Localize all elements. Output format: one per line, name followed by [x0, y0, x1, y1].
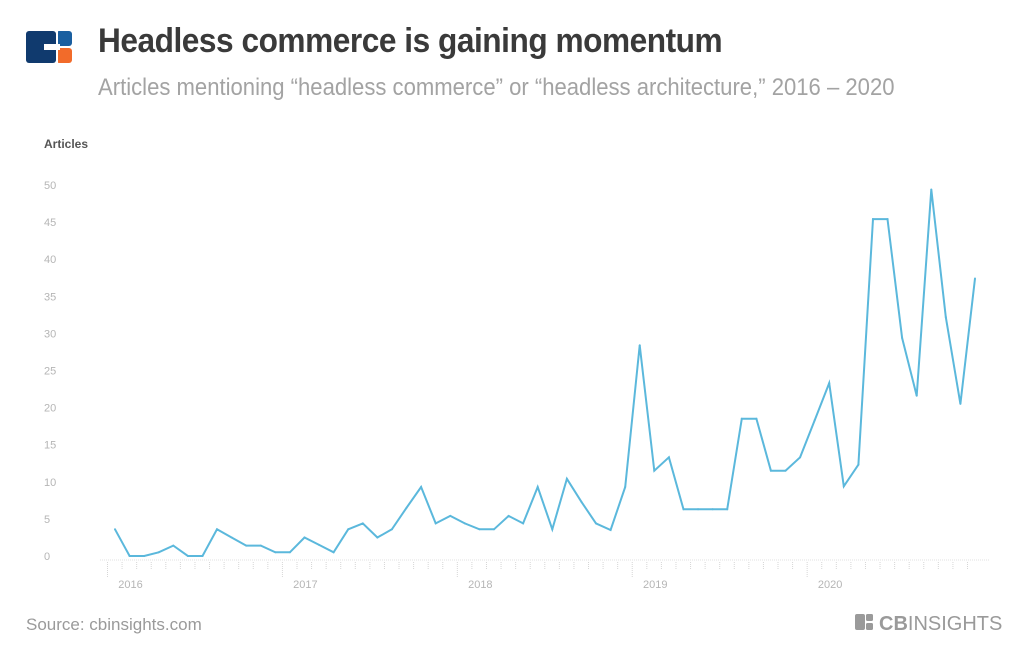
data-point: [318, 543, 321, 546]
data-point: [303, 536, 306, 539]
data-point: [288, 551, 291, 554]
data-point: [522, 522, 525, 525]
data-point: [944, 316, 947, 319]
data-point: [609, 529, 612, 532]
data-point: [536, 485, 539, 488]
data-point: [551, 528, 554, 531]
y-tick-label: 0: [44, 551, 50, 563]
data-point: [507, 514, 510, 517]
data-point: [959, 402, 962, 405]
source-note: Source: cbinsights.com: [26, 615, 202, 634]
data-point: [930, 188, 933, 191]
data-point: [653, 469, 656, 472]
chart-subtitle: Articles mentioning “headless commerce” …: [98, 74, 895, 101]
data-point: [726, 508, 729, 511]
x-tick-label: 2017: [293, 579, 317, 591]
data-point: [915, 394, 918, 397]
y-tick-label: 50: [44, 180, 56, 192]
cb-insights-brand-logo: CBINSIGHTS: [855, 613, 1002, 634]
y-tick-label: 30: [44, 328, 56, 340]
svg-text:CBINSIGHTS: CBINSIGHTS: [879, 613, 1002, 634]
data-point: [711, 508, 714, 511]
chart-title: Headless commerce is gaining momentum: [98, 22, 723, 60]
data-point: [114, 528, 116, 531]
data-point: [842, 485, 845, 488]
data-point: [974, 277, 976, 280]
data-point: [463, 522, 466, 525]
data-point: [245, 544, 248, 547]
y-tick-label: 10: [44, 477, 56, 489]
data-point: [420, 485, 423, 488]
data-point: [492, 528, 495, 531]
data-point: [376, 536, 379, 539]
data-point: [813, 419, 816, 422]
y-tick-label: 45: [44, 217, 56, 229]
data-point: [274, 551, 277, 554]
y-tick-label: 20: [44, 403, 56, 415]
data-point: [361, 522, 364, 525]
data-point: [755, 417, 758, 420]
data-point: [390, 528, 393, 531]
data-point: [624, 485, 627, 488]
data-point: [565, 477, 568, 480]
data-point: [667, 456, 670, 459]
data-point: [434, 522, 437, 525]
cb-insights-logo: [26, 31, 72, 63]
data-point: [799, 456, 802, 459]
data-point: [828, 382, 831, 385]
x-tick-label: 2019: [643, 579, 667, 591]
y-axis-label: Articles: [44, 137, 89, 151]
data-point: [886, 218, 889, 221]
y-tick-label: 5: [44, 514, 50, 526]
data-point: [128, 555, 131, 557]
y-tick-label: 35: [44, 291, 56, 303]
data-point: [157, 551, 160, 554]
y-tick-label: 40: [44, 254, 56, 266]
data-point: [769, 469, 772, 472]
data-point: [143, 555, 146, 557]
y-tick-label: 15: [44, 440, 56, 452]
data-point: [682, 508, 685, 511]
data-point: [638, 344, 641, 347]
data-point: [216, 528, 219, 531]
x-tick-label: 2020: [818, 579, 842, 591]
data-point: [857, 463, 860, 466]
data-point: [230, 536, 233, 539]
data-point: [449, 514, 452, 517]
data-point: [186, 555, 189, 557]
data-point: [347, 528, 350, 531]
data-point: [259, 544, 262, 547]
data-point: [697, 508, 700, 511]
x-tick-label: 2016: [118, 579, 142, 591]
data-point: [595, 522, 598, 525]
data-point: [201, 555, 204, 557]
data-point: [172, 544, 175, 547]
data-point: [580, 500, 583, 503]
x-tick-label: 2018: [468, 579, 492, 591]
data-point: [332, 551, 335, 554]
data-point: [784, 469, 787, 472]
series-line: [114, 189, 976, 557]
y-tick-label: 25: [44, 366, 56, 378]
data-point: [478, 528, 481, 531]
data-point: [901, 336, 904, 339]
data-point: [740, 417, 743, 420]
data-point: [405, 506, 408, 509]
data-point: [871, 218, 874, 221]
